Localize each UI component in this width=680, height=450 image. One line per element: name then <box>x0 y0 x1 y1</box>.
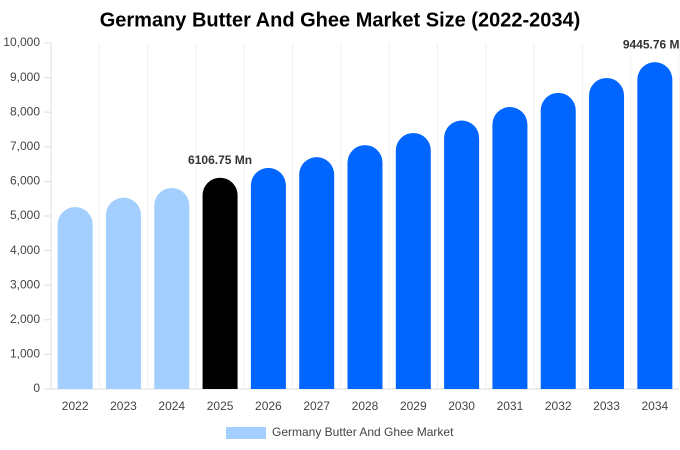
y-tick-label: 5,000 <box>10 208 40 222</box>
x-tick-label: 2033 <box>593 399 620 413</box>
bar <box>299 157 335 389</box>
x-tick-label: 2022 <box>62 399 89 413</box>
chart-title: Germany Butter And Ghee Market Size (202… <box>100 9 581 31</box>
x-tick-label: 2026 <box>255 399 282 413</box>
bar <box>347 145 383 389</box>
x-tick-label: 2032 <box>545 399 572 413</box>
bar <box>589 77 625 390</box>
bar <box>492 107 528 389</box>
x-tick-label: 2023 <box>110 399 137 413</box>
bar <box>250 167 286 389</box>
bar <box>637 62 673 390</box>
legend-swatch <box>226 427 266 439</box>
bar <box>202 177 238 389</box>
legend-label: Germany Butter And Ghee Market <box>272 425 454 439</box>
bar <box>444 120 480 389</box>
y-tick-label: 2,000 <box>10 312 40 326</box>
x-tick-label: 2034 <box>641 399 668 413</box>
x-tick-label: 2029 <box>400 399 427 413</box>
x-tick-label: 2030 <box>448 399 475 413</box>
bar <box>540 92 576 389</box>
bar <box>395 132 431 389</box>
y-tick-label: 0 <box>33 381 40 395</box>
data-label: 9445.76 Mn <box>623 37 680 51</box>
x-tick-label: 2025 <box>207 399 234 413</box>
x-tick-label: 2027 <box>303 399 330 413</box>
y-tick-label: 4,000 <box>10 243 40 257</box>
x-tick-label: 2028 <box>352 399 379 413</box>
x-tick-label: 2031 <box>497 399 524 413</box>
y-tick-label: 10,000 <box>3 35 40 49</box>
x-tick-label: 2024 <box>158 399 185 413</box>
y-tick-label: 7,000 <box>10 139 40 153</box>
y-tick-label: 8,000 <box>10 104 40 118</box>
bar <box>105 197 141 389</box>
bar <box>57 207 93 389</box>
y-tick-label: 6,000 <box>10 174 40 188</box>
y-tick-label: 9,000 <box>10 70 40 84</box>
y-tick-label: 1,000 <box>10 347 40 361</box>
data-label: 6106.75 Mn <box>188 153 252 167</box>
y-tick-label: 3,000 <box>10 277 40 291</box>
bar <box>154 187 190 389</box>
